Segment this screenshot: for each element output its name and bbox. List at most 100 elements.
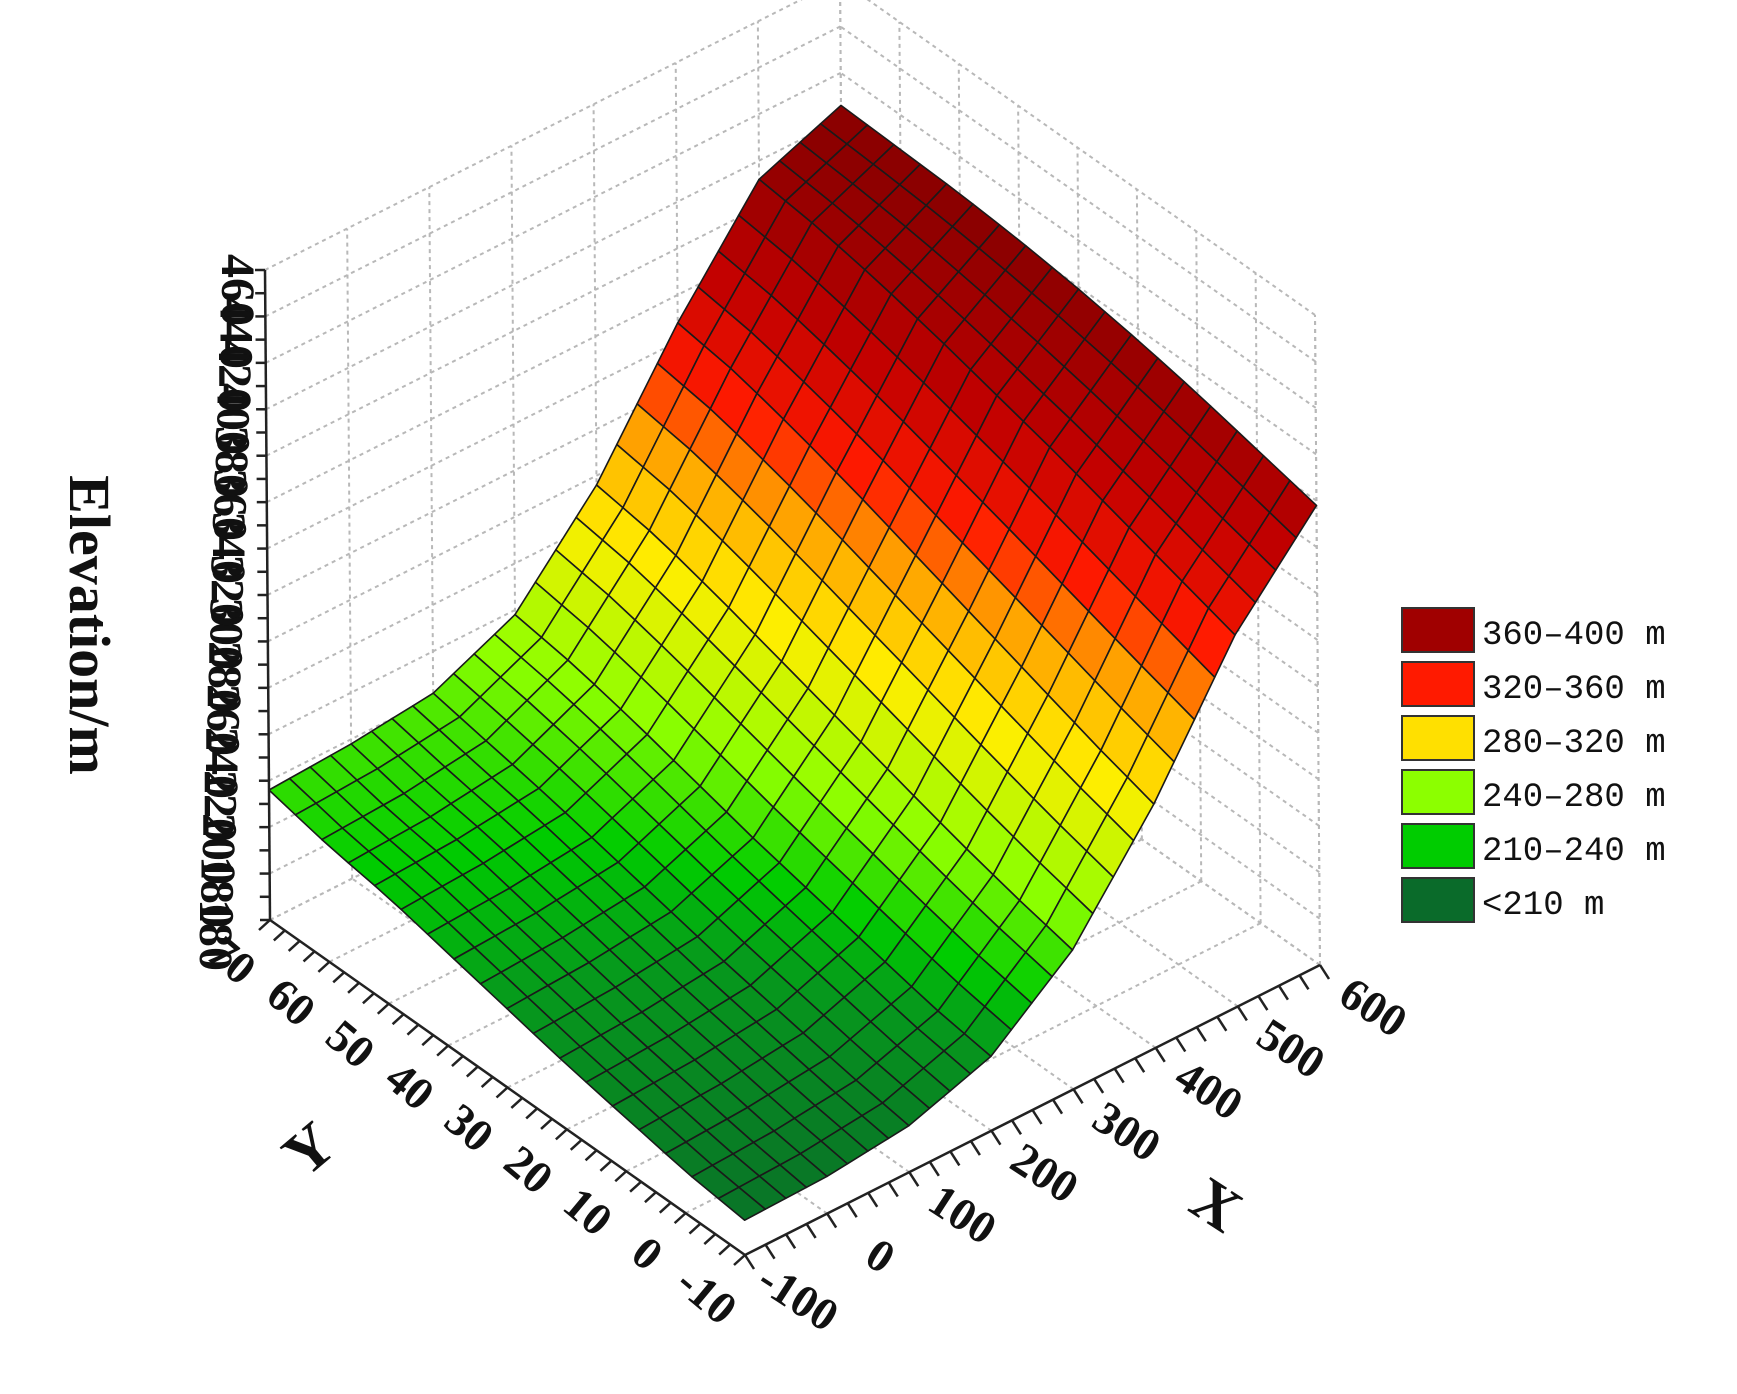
x-axis-tick <box>1134 1057 1146 1073</box>
y-axis-tick <box>362 992 375 1005</box>
x-axis-tick <box>1175 1036 1187 1053</box>
y-tick-label: 20 <box>495 1135 563 1204</box>
y-axis-tick <box>495 1086 509 1099</box>
x-axis-tick <box>1298 974 1310 991</box>
y-axis-tick <box>644 1191 657 1204</box>
x-axis-tick <box>1113 1067 1125 1084</box>
legend-label: 210–240 m <box>1482 833 1666 871</box>
x-axis-tick <box>1010 1119 1023 1136</box>
x-axis-tick <box>1154 1047 1166 1063</box>
y-axis-tick <box>421 1034 435 1047</box>
y-axis-tick <box>584 1149 598 1162</box>
legend-swatch <box>1401 661 1475 707</box>
legend-label: <210 m <box>1482 887 1604 925</box>
z-tick-label: 260 <box>196 684 249 756</box>
x-axis-tick <box>1051 1098 1064 1115</box>
z-tick-label: 180 <box>189 899 242 971</box>
y-tick-label: 0 <box>622 1226 672 1280</box>
z-tick-label: 240 <box>195 727 248 799</box>
y-axis-tick <box>391 1013 405 1026</box>
z-tick-label: 280 <box>198 641 251 713</box>
grid-line <box>264 0 803 271</box>
x-axis-tick <box>764 1243 776 1260</box>
x-tick-label: -100 <box>749 1253 848 1342</box>
y-axis-tick <box>703 1233 717 1245</box>
y-axis-tick <box>510 1097 524 1109</box>
z-tick-label: 440 <box>210 297 263 369</box>
y-tick-label: 40 <box>376 1051 444 1120</box>
grid-line <box>264 25 841 318</box>
y-axis-tick <box>673 1212 687 1225</box>
legend-label: 320–360 m <box>1482 671 1666 709</box>
surface-cell <box>717 1186 767 1221</box>
x-axis-tick <box>805 1223 817 1239</box>
x-axis-tick <box>846 1202 858 1218</box>
y-axis-tick <box>317 960 331 973</box>
x-axis-tick <box>1318 964 1331 980</box>
x-axis-tick <box>949 1150 961 1167</box>
y-axis-tick <box>540 1117 553 1130</box>
y-tick-label: 60 <box>257 968 325 1037</box>
y-axis-tick <box>347 981 360 994</box>
legend: 360–400 m 320–360 m 280–320 m 240–280 m 210–… <box>1401 607 1666 925</box>
z-tick-label: 200 <box>192 813 245 885</box>
y-axis-tick <box>569 1138 583 1151</box>
y-tick-label: 50 <box>317 1010 385 1079</box>
x-tick-label: 0 <box>857 1228 904 1283</box>
y-axis-title: Y <box>270 1109 348 1190</box>
x-tick-label: 100 <box>920 1174 1006 1254</box>
y-axis-tick <box>376 1002 390 1015</box>
x-axis-tick <box>1277 985 1289 1001</box>
x-tick-label: 500 <box>1249 1008 1335 1088</box>
x-axis-tick <box>743 1254 756 1270</box>
y-axis-tick <box>465 1065 479 1078</box>
z-tick-label: 300 <box>199 598 252 670</box>
z-axis-title: Elevation/m <box>57 475 122 775</box>
y-axis-tick <box>599 1159 613 1172</box>
y-axis-tick <box>451 1055 464 1068</box>
x-tick-label: 600 <box>1331 967 1417 1047</box>
grid-line <box>840 118 1317 456</box>
legend-label: 240–280 m <box>1482 779 1666 817</box>
legend-swatch <box>1401 769 1475 815</box>
legend-swatch <box>1401 823 1475 869</box>
z-tick-label: 180 <box>191 856 244 928</box>
y-axis-tick <box>480 1076 494 1088</box>
x-axis-tick <box>928 1161 940 1177</box>
x-axis-tick <box>1031 1109 1043 1125</box>
x-axis-tick <box>1072 1088 1084 1104</box>
y-axis-tick <box>525 1107 539 1120</box>
y-axis-tick <box>406 1023 420 1036</box>
y-axis-tick <box>332 971 346 984</box>
x-axis-tick <box>826 1212 838 1229</box>
y-tick-label: 30 <box>435 1093 503 1162</box>
x-tick-label: 300 <box>1084 1091 1170 1171</box>
legend-swatch <box>1401 715 1475 761</box>
y-axis-tick <box>733 1254 746 1266</box>
z-tick-label: 320 <box>201 555 254 627</box>
z-tick-label: 460 <box>211 254 264 326</box>
z-tick-label: 220 <box>193 770 246 842</box>
y-tick-label: -10 <box>667 1256 747 1334</box>
legend-label: 280–320 m <box>1482 725 1666 763</box>
x-axis-tick <box>1216 1016 1228 1032</box>
surface-layer <box>268 104 1318 1221</box>
x-axis-tick <box>1195 1026 1207 1042</box>
legend-label: 360–400 m <box>1482 617 1666 655</box>
z-tick-label: 400 <box>207 383 260 455</box>
y-axis-tick <box>273 929 286 942</box>
y-axis-tick <box>658 1201 672 1214</box>
x-axis-tick <box>990 1130 1002 1146</box>
y-axis-tick <box>302 950 316 963</box>
legend-swatch <box>1401 607 1475 653</box>
x-axis-tick <box>908 1171 920 1187</box>
grid-line <box>840 72 1317 409</box>
x-tick-label: 200 <box>1002 1133 1088 1213</box>
z-tick-label: 380 <box>205 426 258 498</box>
x-tick-label: 400 <box>1166 1050 1252 1130</box>
z-tick-label: 340 <box>202 512 255 584</box>
z-tick-label: 360 <box>204 469 257 541</box>
y-axis-tick <box>688 1222 702 1235</box>
y-axis-tick <box>258 919 271 931</box>
